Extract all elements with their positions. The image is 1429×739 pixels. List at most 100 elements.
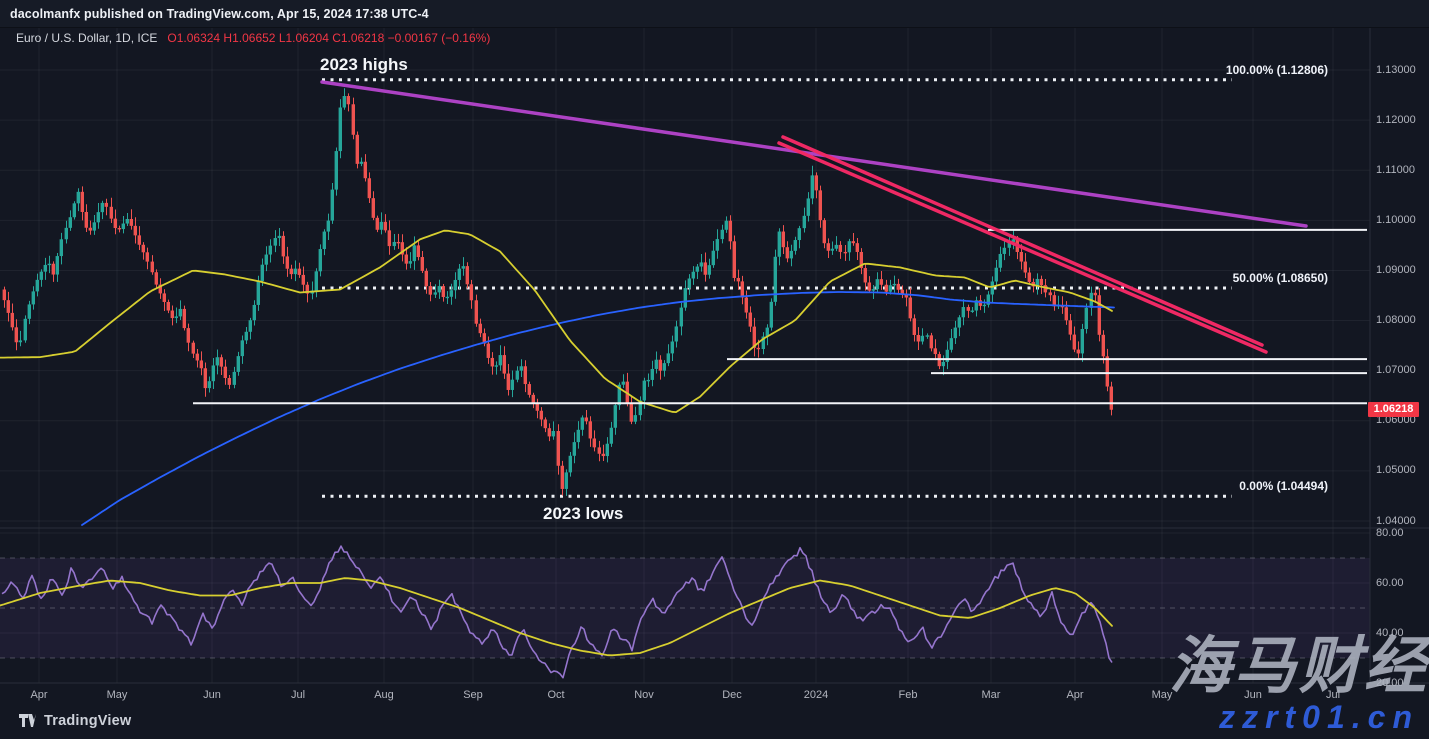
candle-body [884, 284, 888, 292]
candle-body [117, 228, 121, 230]
candle-body [281, 235, 285, 257]
candle-body [629, 403, 633, 422]
time-tick-label: Oct [547, 689, 565, 701]
candle-body [777, 231, 781, 257]
candle-body [400, 242, 404, 255]
candle-body [691, 271, 695, 279]
candle-body [1007, 242, 1011, 248]
candle-body [145, 252, 149, 262]
candle-body [523, 366, 527, 385]
time-tick-label: Mar [981, 689, 1001, 701]
candle-body [297, 268, 301, 275]
price-tick-label: 1.12000 [1376, 113, 1416, 126]
annotation-2023-highs[interactable]: 2023 highs [320, 55, 408, 74]
candle-body [601, 453, 605, 457]
price-tick-label: 1.04000 [1376, 514, 1416, 527]
candle-body [707, 265, 711, 275]
candle-body [834, 244, 838, 249]
ohlc-values: O1.06324 H1.06652 L1.06204 C1.06218 −0.0… [167, 31, 491, 45]
candle-body [1039, 278, 1043, 286]
candle-body [486, 343, 490, 358]
candle-body [580, 417, 584, 430]
candle-body [892, 283, 896, 286]
rsi-line[interactable] [1, 545, 1113, 679]
candle-body [674, 326, 678, 342]
candle-body [236, 356, 240, 372]
candle-body [1068, 320, 1072, 335]
candle-body [80, 191, 84, 212]
candle-body [449, 290, 453, 297]
candle-body [793, 240, 797, 251]
candle-body [920, 335, 924, 342]
candle-body [822, 220, 826, 244]
candle-body [392, 241, 396, 247]
price-tick-label: 1.09000 [1376, 263, 1416, 276]
candle-body [27, 304, 31, 319]
candle-body [789, 250, 793, 259]
candle-body [465, 266, 469, 285]
candle-body [64, 227, 68, 240]
candle-body [461, 266, 465, 269]
candle-body [494, 365, 498, 367]
time-tick-label: Nov [634, 689, 654, 701]
candle-body [346, 96, 350, 105]
rsi-band-fill [0, 558, 1370, 658]
candle-body [687, 278, 691, 289]
candle-body [68, 217, 72, 228]
trendline[interactable] [781, 135, 1264, 347]
candle-body [232, 371, 236, 385]
time-tick-label: Dec [722, 689, 742, 701]
candle-body [441, 286, 445, 298]
candle-body [92, 222, 96, 231]
candle-body [510, 379, 514, 390]
ma-slow-line[interactable] [81, 291, 1115, 526]
ma-fast-line[interactable] [0, 229, 1113, 414]
candle-body [76, 191, 80, 204]
time-tick-label: Apr [30, 689, 48, 701]
candle-body [683, 288, 687, 308]
candle-body [351, 104, 355, 135]
candle-body [830, 248, 834, 251]
trendline[interactable] [320, 80, 1308, 228]
candle-body [428, 286, 432, 295]
candle-body [219, 357, 223, 367]
candle-body [1011, 239, 1015, 243]
candle-body [666, 353, 670, 364]
candle-body [703, 262, 707, 275]
candle-body [342, 96, 346, 108]
trendline[interactable] [777, 141, 1268, 354]
rsi-ma-line[interactable] [0, 577, 1113, 657]
candle-body [88, 227, 92, 231]
candle-body [543, 419, 547, 429]
candle-body [199, 360, 203, 369]
candle-body [424, 270, 428, 287]
candle-body [953, 327, 957, 339]
candle-body [1105, 356, 1109, 387]
candle-body [863, 268, 867, 283]
time-tick-label: Jul [290, 689, 306, 701]
time-tick-label: 2024 [803, 689, 829, 701]
candle-body [277, 235, 281, 239]
candle-body [773, 256, 777, 302]
candle-body [572, 442, 576, 456]
candle-body [396, 241, 400, 244]
candle-body [859, 251, 863, 269]
candle-body [314, 271, 318, 291]
time-tick-label: Jul [1325, 689, 1341, 701]
candle-body [785, 247, 789, 259]
candle-body [769, 301, 773, 328]
candle-body [223, 366, 227, 379]
candle-body [592, 438, 596, 448]
candle-body [285, 256, 289, 269]
time-tick-label: May [1151, 689, 1173, 701]
annotation-2023-lows[interactable]: 2023 lows [543, 504, 624, 523]
symbol-title: Euro / U.S. Dollar, 1D, ICE [16, 31, 158, 45]
candle-body [289, 268, 293, 275]
candle-body [420, 257, 424, 271]
tradingview-footer[interactable]: TradingView [18, 712, 131, 729]
candle-body [244, 331, 248, 341]
time-tick-label: Feb [898, 689, 918, 701]
candle-body [756, 347, 760, 350]
rsi-tick-label: 20.00 [1376, 676, 1404, 689]
